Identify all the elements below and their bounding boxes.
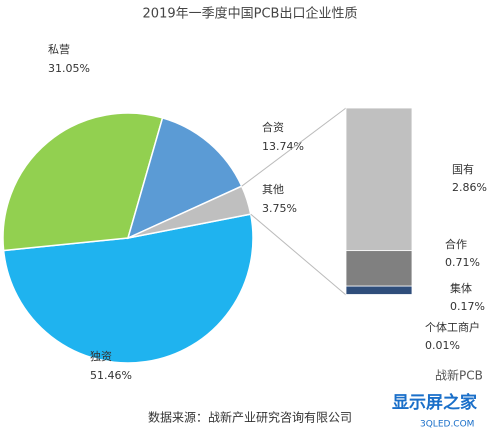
slice-value: 13.74% xyxy=(262,140,304,153)
watermark: 战新PCB xyxy=(435,368,483,383)
slice-value: 31.05% xyxy=(48,62,90,75)
bar-label: 个体工商户 xyxy=(425,320,480,334)
slice-label: 合资 xyxy=(262,120,284,134)
source: 数据来源：战新产业研究咨询有限公司 xyxy=(148,410,352,425)
watermark: 3QLED.COM xyxy=(420,420,474,430)
bar-value: 0.01% xyxy=(425,339,460,352)
bar-label: 国有 xyxy=(452,162,474,176)
slice-value: 3.75% xyxy=(262,202,297,215)
pie-slice xyxy=(2,213,254,364)
bar-segment xyxy=(345,285,413,295)
pie-slice xyxy=(126,116,243,240)
slice-label: 独资 xyxy=(90,350,112,363)
watermark: 显示屏之家 xyxy=(392,392,477,413)
bar-segment xyxy=(345,250,413,287)
bar-label: 合作 xyxy=(445,237,467,251)
slice-value: 51.46% xyxy=(90,369,132,382)
bar-segment xyxy=(345,107,413,252)
bar-value: 2.86% xyxy=(452,181,487,194)
pie-slice xyxy=(127,185,252,239)
bar-value: 0.71% xyxy=(445,256,480,269)
connector xyxy=(241,107,347,187)
slice-label: 私营 xyxy=(48,42,70,56)
slice-label: 其他 xyxy=(262,183,284,196)
connector xyxy=(250,213,347,296)
bar-value: 0.17% xyxy=(450,300,485,313)
bar-label: 集体 xyxy=(450,281,472,295)
pie-slice xyxy=(2,112,164,252)
chart-title: 2019年一季度中国PCB出口企业性质 xyxy=(143,6,358,22)
